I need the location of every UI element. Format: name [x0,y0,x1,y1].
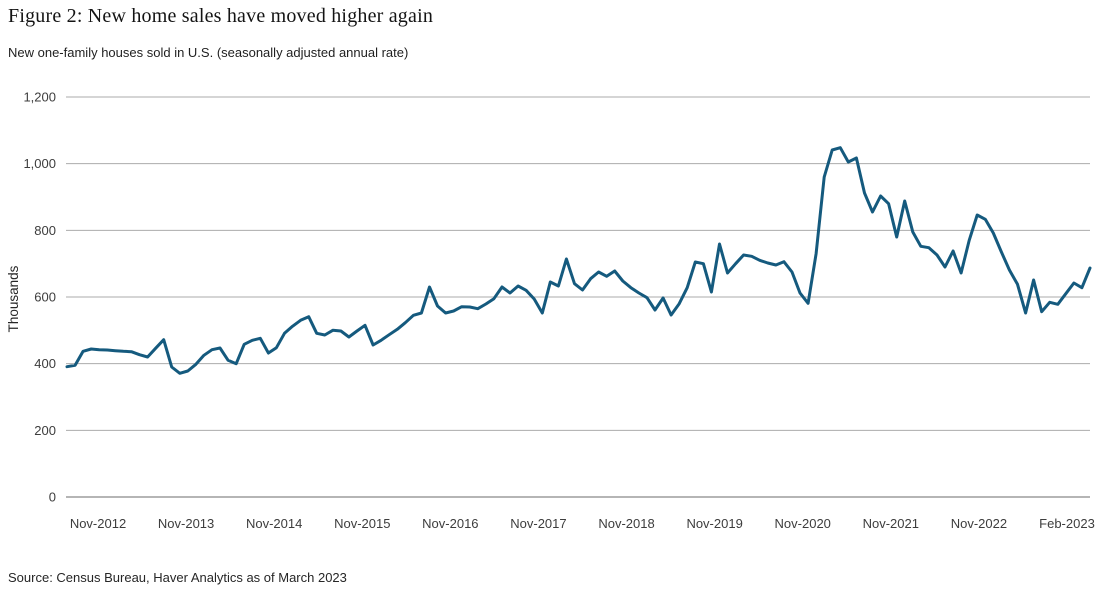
y-tick-label: 0 [49,490,56,505]
new-home-sales-line [65,146,1092,375]
x-tick-label: Nov-2022 [951,516,1007,531]
y-tick-label: 800 [34,223,56,238]
y-tick-label: 400 [34,356,56,371]
x-tick-label: Nov-2016 [422,516,478,531]
y-tick-label: 200 [34,423,56,438]
source-note: Source: Census Bureau, Haver Analytics a… [8,570,347,585]
x-tick-label: Nov-2017 [510,516,566,531]
x-tick-label: Nov-2021 [863,516,919,531]
x-tick-label: Nov-2012 [70,516,126,531]
x-tick-label: Nov-2018 [598,516,654,531]
y-tick-label: 1,200 [23,90,56,105]
figure-title: Figure 2: New home sales have moved high… [8,5,434,27]
figure-subtitle: New one-family houses sold in U.S. (seas… [8,45,409,60]
x-tick-label: Nov-2019 [686,516,742,531]
y-tick-label: 600 [34,290,56,305]
x-tick-label: Feb-2023 [1039,516,1095,531]
x-tick-label: Nov-2020 [775,516,831,531]
x-tick-label: Nov-2014 [246,516,302,531]
x-tick-label: Nov-2013 [158,516,214,531]
y-tick-label: 1,000 [23,156,56,171]
x-tick-label: Nov-2015 [334,516,390,531]
